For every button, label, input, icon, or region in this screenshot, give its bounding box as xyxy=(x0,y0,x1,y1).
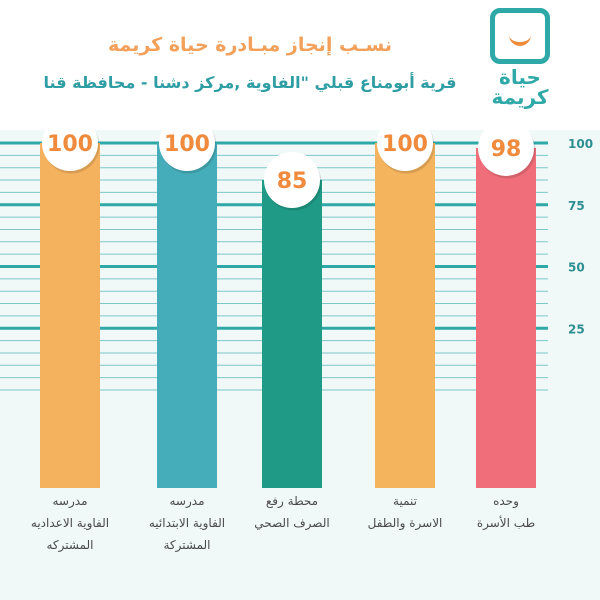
value-circle xyxy=(42,115,98,171)
bar xyxy=(375,143,435,488)
data-label: 98 xyxy=(491,137,522,162)
bar xyxy=(476,147,536,488)
category-label: تنمية الاسرة والطفل xyxy=(367,494,443,530)
y-tick-label: 75 xyxy=(568,199,585,213)
data-label: 100 xyxy=(47,132,93,157)
value-circle xyxy=(159,115,215,171)
value-circle xyxy=(264,152,320,209)
category-label: وحده طب الأسرة xyxy=(476,494,536,530)
bars-layer: 100 100 85 100 98 xyxy=(40,115,536,489)
value-circle xyxy=(478,119,534,176)
y-ticks-layer: 25 50 75 100 xyxy=(568,137,593,336)
hayah-karima-logo: حياة كريمة xyxy=(480,8,572,108)
y-tick-label: 100 xyxy=(568,137,593,151)
logo-text-line2: كريمة xyxy=(491,85,549,109)
category-label: مدرسه الفاوية الابتدائيه المشتركة xyxy=(148,494,226,552)
data-label: 85 xyxy=(277,169,308,194)
y-tick-label: 50 xyxy=(568,261,585,275)
bar xyxy=(262,180,322,489)
value-circle xyxy=(377,115,433,171)
bar xyxy=(157,143,217,488)
y-tick-label: 25 xyxy=(568,322,585,336)
smile-shape xyxy=(509,31,531,46)
bar xyxy=(40,143,100,488)
chart-title: نسـب إنجاز مبـادرة حياة كريمة xyxy=(107,34,393,56)
data-label: 100 xyxy=(382,132,428,157)
category-label: محطة رفع الصرف الصحي xyxy=(254,494,330,530)
chart-subtitle: قرية أبومناع قبلي "الفاوية ,مركز دشنا - … xyxy=(43,73,457,92)
category-label: مدرسه الفاوية الاعداديه المشتركه xyxy=(30,494,110,552)
data-label: 100 xyxy=(164,132,210,157)
logo-smile-icon xyxy=(490,8,550,64)
logo-text-line1: حياة xyxy=(499,65,541,89)
